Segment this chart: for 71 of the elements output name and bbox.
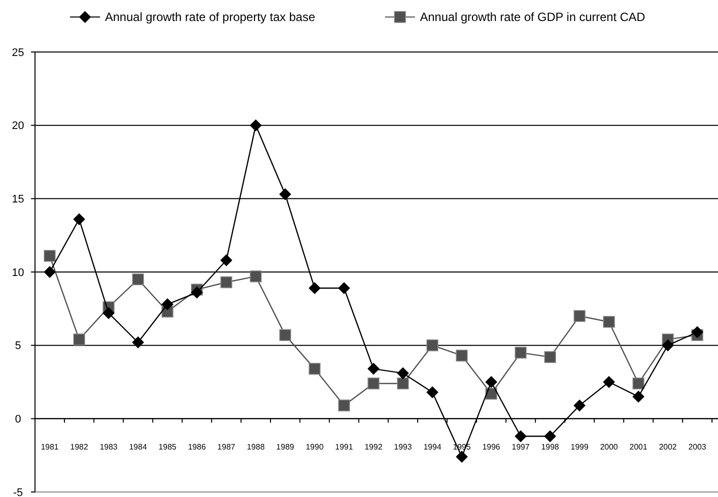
x-tick-label: 1997 <box>512 442 530 452</box>
point <box>102 307 115 320</box>
point <box>368 362 380 375</box>
point <box>632 390 644 403</box>
x-tick-label: 1992 <box>364 442 383 452</box>
x-tick-label: 1998 <box>541 442 560 452</box>
point <box>544 351 556 363</box>
point <box>132 336 144 348</box>
x-tick-label: 1983 <box>100 442 118 452</box>
x-tick-label: 1990 <box>306 442 324 452</box>
point <box>368 378 380 390</box>
point <box>456 450 468 463</box>
x-tick-label: 1999 <box>570 442 589 452</box>
x-tick-label: 1986 <box>188 442 206 452</box>
point <box>220 276 232 288</box>
x-tick-label: 1988 <box>246 442 266 452</box>
x-tick-label: 1994 <box>423 442 442 452</box>
point <box>73 213 86 226</box>
x-tick-label: 1989 <box>276 442 295 452</box>
legend-label: Annual growth rate of GDP in current CAD <box>420 10 646 24</box>
point <box>220 254 232 266</box>
x-tick-label: 2002 <box>658 442 678 452</box>
point <box>603 316 615 328</box>
x-tick-label: 1987 <box>217 442 236 452</box>
point <box>279 329 292 341</box>
y-tick-label: 10 <box>12 266 24 279</box>
x-tick-label: 1982 <box>70 442 89 452</box>
point <box>426 386 438 398</box>
point <box>250 119 262 132</box>
y-tick-label: -5 <box>13 486 23 497</box>
point <box>44 266 56 278</box>
point <box>338 400 350 412</box>
y-tick-label: 25 <box>12 46 24 59</box>
x-tick-label: 2000 <box>600 442 618 452</box>
point <box>190 286 203 299</box>
point <box>279 188 292 200</box>
point <box>632 378 644 390</box>
point <box>132 273 144 286</box>
y-tick-label: 5 <box>14 340 22 352</box>
point <box>397 378 409 390</box>
x-tick-label: 1996 <box>482 442 501 452</box>
x-tick-label: 1991 <box>335 442 354 452</box>
y-tick-label: 15 <box>12 194 24 206</box>
point <box>44 250 56 262</box>
x-tick-label: 1993 <box>394 442 412 452</box>
y-tick-label: 20 <box>12 120 24 132</box>
x-tick-label: 1984 <box>129 442 148 452</box>
point <box>396 367 409 380</box>
point <box>308 362 321 375</box>
x-tick-label: 2003 <box>688 442 707 452</box>
x-tick-label: 1981 <box>40 442 60 452</box>
point <box>544 430 556 442</box>
point <box>514 346 527 359</box>
point <box>426 339 438 352</box>
legend-label: Annual growth rate of property tax base <box>105 10 316 24</box>
point <box>161 298 174 310</box>
point <box>574 399 586 412</box>
point <box>485 376 498 388</box>
point <box>662 339 674 352</box>
point <box>691 326 704 338</box>
point <box>574 310 586 322</box>
point <box>514 430 527 442</box>
x-tick-label: 1985 <box>158 442 177 452</box>
point <box>338 282 350 294</box>
x-tick-label: 2001 <box>630 442 648 452</box>
point <box>456 350 468 362</box>
point <box>250 270 262 282</box>
point <box>308 282 321 294</box>
y-tick-label: 0 <box>14 414 22 426</box>
point <box>602 376 615 388</box>
point <box>73 334 86 346</box>
